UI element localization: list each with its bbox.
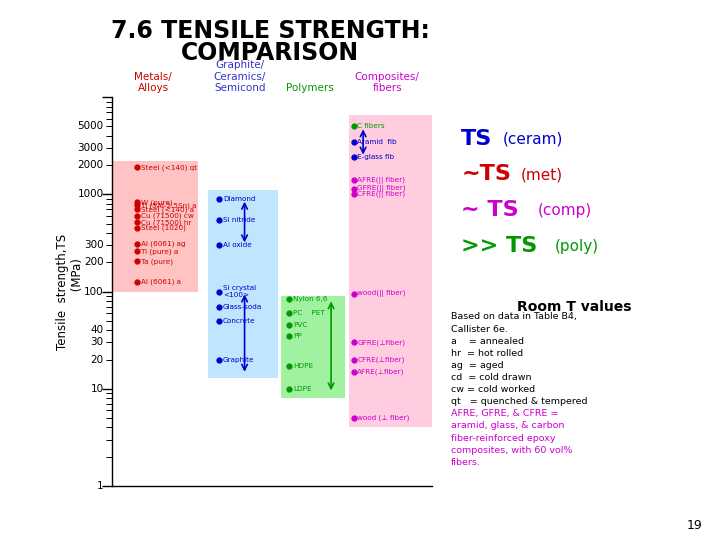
Text: wood(|| fiber): wood(|| fiber) bbox=[357, 291, 406, 297]
Text: Steel (1020): Steel (1020) bbox=[141, 225, 186, 231]
Text: (poly): (poly) bbox=[554, 239, 598, 254]
Text: 7.6 TENSILE STRENGTH:: 7.6 TENSILE STRENGTH: bbox=[111, 19, 429, 43]
Text: Al (6061) ag: Al (6061) ag bbox=[141, 241, 186, 247]
Text: Graphite/
Ceramics/
Semicond: Graphite/ Ceramics/ Semicond bbox=[214, 60, 266, 93]
Text: 1: 1 bbox=[97, 481, 104, 491]
Text: Steel (<140) qt: Steel (<140) qt bbox=[141, 164, 197, 171]
Text: Si nitride: Si nitride bbox=[222, 217, 255, 222]
Text: Cu (71500) hr: Cu (71500) hr bbox=[141, 219, 192, 226]
Text: Graphite: Graphite bbox=[222, 356, 254, 362]
Text: >> TS: >> TS bbox=[462, 235, 537, 256]
Text: (ceram): (ceram) bbox=[503, 132, 564, 147]
Text: Room T values: Room T values bbox=[517, 300, 631, 314]
Text: 3000: 3000 bbox=[78, 143, 104, 153]
Text: Aramid  fib: Aramid fib bbox=[357, 139, 397, 145]
Text: Polymers: Polymers bbox=[287, 83, 334, 93]
Text: C fibers: C fibers bbox=[357, 124, 385, 130]
Text: 20: 20 bbox=[91, 355, 104, 365]
Text: ~TS: ~TS bbox=[462, 164, 511, 185]
Bar bbox=[282, 296, 346, 398]
Text: 40: 40 bbox=[91, 325, 104, 335]
Text: 10: 10 bbox=[91, 384, 104, 394]
Text: Concrete: Concrete bbox=[222, 318, 256, 324]
Text: Metals/
Alloys: Metals/ Alloys bbox=[135, 72, 172, 93]
Text: Si crystal
<100>: Si crystal <100> bbox=[222, 285, 256, 298]
Text: PC    PET: PC PET bbox=[293, 310, 325, 316]
Text: 100: 100 bbox=[84, 287, 104, 296]
Text: AFRE(|| fiber): AFRE(|| fiber) bbox=[357, 177, 405, 184]
Text: Ti (5Al-2.5Sn) a: Ti (5Al-2.5Sn) a bbox=[141, 202, 197, 208]
Bar bbox=[112, 161, 198, 292]
Text: Ta (pure): Ta (pure) bbox=[141, 258, 173, 265]
Text: (comp): (comp) bbox=[537, 203, 592, 218]
Text: PP: PP bbox=[293, 333, 302, 339]
Text: CFRE(|| fiber): CFRE(|| fiber) bbox=[357, 191, 405, 198]
Text: Based on data in Table B4,
Callister 6e.
a    = annealed
hr  = hot rolled
ag  = : Based on data in Table B4, Callister 6e.… bbox=[451, 312, 588, 407]
Text: Al (6061) a: Al (6061) a bbox=[141, 279, 181, 286]
Text: Composites/
fibers: Composites/ fibers bbox=[355, 72, 420, 93]
Text: Cu (71500) cw: Cu (71500) cw bbox=[141, 213, 194, 219]
Text: 300: 300 bbox=[84, 240, 104, 250]
Text: wood (⊥ fiber): wood (⊥ fiber) bbox=[357, 415, 410, 421]
Text: AFRE, GFRE, & CFRE =
aramid, glass, & carbon
fiber-reinforced epoxy
composites, : AFRE, GFRE, & CFRE = aramid, glass, & ca… bbox=[451, 409, 572, 467]
Text: Glass-soda: Glass-soda bbox=[222, 303, 262, 309]
Text: GFRE(|| fiber): GFRE(|| fiber) bbox=[357, 185, 406, 192]
Text: Steel (<140) a: Steel (<140) a bbox=[141, 206, 194, 213]
Text: HDPE: HDPE bbox=[293, 363, 313, 369]
Text: GFRE(⊥fiber): GFRE(⊥fiber) bbox=[357, 339, 405, 346]
Text: Diamond: Diamond bbox=[222, 196, 256, 202]
Text: W (pure): W (pure) bbox=[141, 199, 173, 206]
Text: E-glass fib: E-glass fib bbox=[357, 154, 395, 160]
Bar bbox=[348, 116, 432, 428]
Text: 30: 30 bbox=[91, 338, 104, 347]
Text: COMPARISON: COMPARISON bbox=[181, 40, 359, 64]
Text: Tensile  strength,TS
         (MPa): Tensile strength,TS (MPa) bbox=[56, 233, 84, 350]
Text: 200: 200 bbox=[84, 258, 104, 267]
Text: 5000: 5000 bbox=[78, 122, 104, 131]
Text: LDPE: LDPE bbox=[293, 386, 312, 392]
Text: ~ TS: ~ TS bbox=[462, 200, 519, 220]
Text: TS: TS bbox=[462, 129, 492, 149]
Text: Nylon 6,6: Nylon 6,6 bbox=[293, 296, 328, 302]
Text: Al oxide: Al oxide bbox=[222, 242, 251, 248]
Bar bbox=[207, 191, 278, 377]
Text: CFRE(⊥fiber): CFRE(⊥fiber) bbox=[357, 356, 405, 363]
Text: 19: 19 bbox=[686, 519, 702, 532]
Text: (met): (met) bbox=[521, 167, 562, 183]
Text: 1000: 1000 bbox=[78, 190, 104, 199]
Text: Ti (pure) a: Ti (pure) a bbox=[141, 248, 179, 254]
Text: 2000: 2000 bbox=[78, 160, 104, 170]
Text: PVC: PVC bbox=[293, 322, 307, 328]
Text: AFRE(⊥fiber): AFRE(⊥fiber) bbox=[357, 368, 405, 375]
